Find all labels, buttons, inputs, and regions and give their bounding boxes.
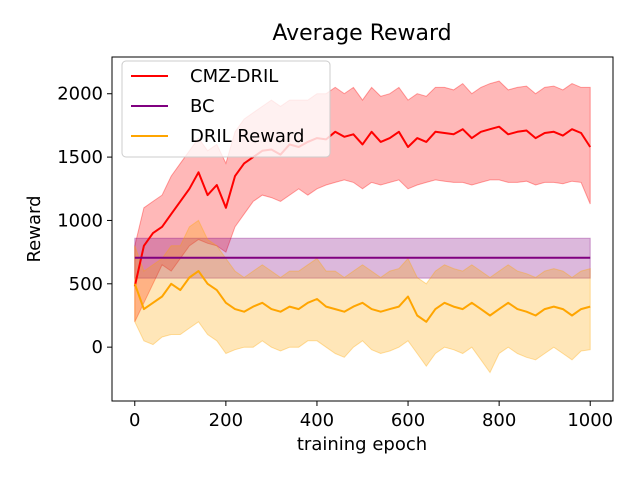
dril-reward-band [134,219,591,374]
axes-frame [111,56,614,402]
y-tick-label: 1000 [57,210,103,231]
x-tick-label: 0 [129,410,140,431]
x-tick-label: 800 [482,410,516,431]
x-tick-label: 200 [209,410,243,431]
series-lines [133,125,592,323]
cmz-dril-line [133,125,592,287]
legend-box [121,60,331,158]
y-tick-label: 1500 [57,147,103,168]
y-tick-label: 0 [92,337,103,358]
x-tick-label: 400 [300,410,334,431]
legend-label-bc: BC [190,96,215,117]
x-tick-label: 1000 [567,410,613,431]
y-axis-label: Reward [24,195,45,262]
x-tick-label: 600 [391,410,425,431]
chart-title: Average Reward [272,21,451,46]
x-axis-ticks: 0 200 400 600 800 1000 [129,401,613,431]
dril-reward-line [133,270,591,323]
y-tick-label: 2000 [57,84,103,105]
x-axis-label: training epoch [297,434,427,455]
y-axis-ticks: 0 500 1000 1500 2000 [57,84,112,358]
legend-label-dril-reward: DRIL Reward [190,126,304,147]
y-tick-label: 500 [69,274,103,295]
legend: CMZ-DRIL BC DRIL Reward [121,60,331,158]
legend-label-cmz-dril: CMZ-DRIL [190,66,278,87]
